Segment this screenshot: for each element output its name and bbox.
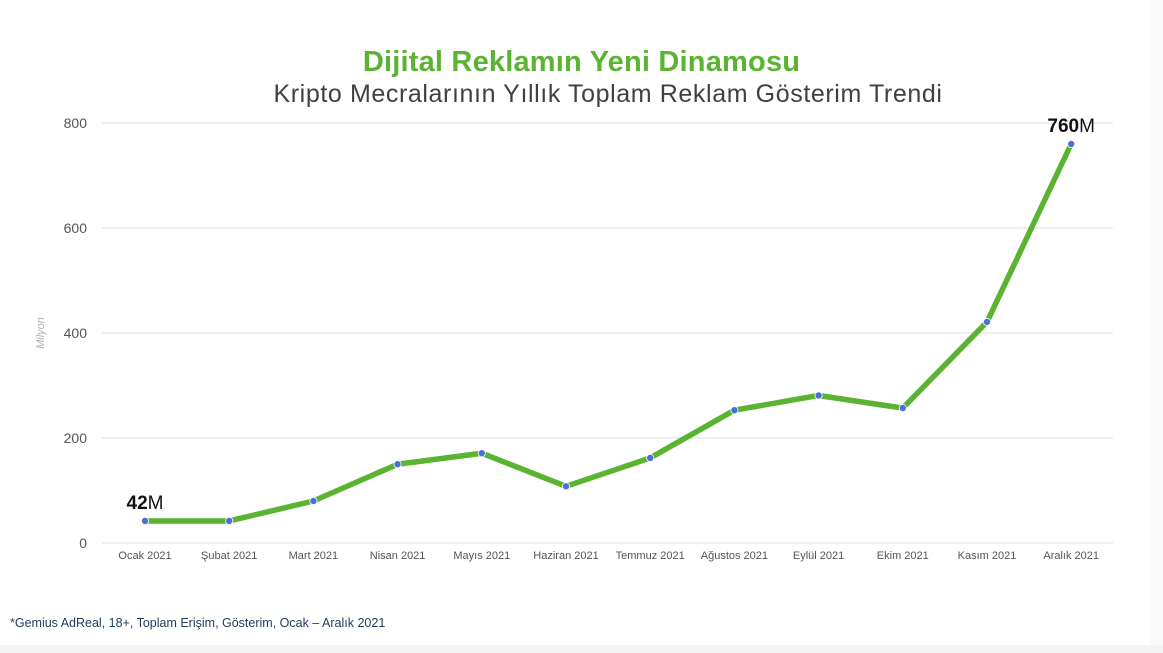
data-point: [140, 516, 149, 525]
data-point: [983, 317, 992, 326]
annotation-value: 42: [127, 493, 148, 514]
annotation-value: 760: [1047, 116, 1079, 137]
data-point: [477, 449, 486, 458]
data-annotation: 42M: [127, 493, 164, 514]
x-tick-label: Ağustos 2021: [701, 550, 768, 562]
annotation-unit: M: [1079, 116, 1095, 137]
chart-subtitle: Kripto Mecralarının Yıllık Toplam Reklam…: [273, 80, 943, 108]
x-tick-label: Temmuz 2021: [616, 550, 685, 562]
data-point: [393, 460, 402, 469]
x-tick-label: Eylül 2021: [793, 550, 844, 562]
source-footnote: *Gemius AdReal, 18+, Toplam Erişim, Göst…: [10, 616, 386, 630]
x-tick-label: Haziran 2021: [533, 550, 598, 562]
y-tick-label: 600: [64, 220, 88, 236]
y-axis-label: Milyon: [35, 317, 47, 349]
x-tick-label: Nisan 2021: [370, 550, 426, 562]
y-tick-label: 800: [64, 115, 88, 131]
data-point: [225, 516, 234, 525]
data-point: [730, 406, 739, 415]
data-point: [562, 482, 571, 491]
chart-title: Dijital Reklamın Yeni Dinamosu: [362, 46, 801, 78]
x-tick-label: Mayıs 2021: [453, 550, 510, 562]
x-tick-label: Kasım 2021: [958, 550, 1017, 562]
data-point: [309, 496, 318, 505]
data-annotation: 760M: [1047, 116, 1095, 137]
y-tick-label: 0: [79, 535, 87, 551]
x-tick-label: Mart 2021: [289, 550, 339, 562]
data-point: [646, 453, 655, 462]
x-tick-label: Şubat 2021: [201, 550, 257, 562]
bottom-edge-band: [0, 645, 1163, 653]
data-point: [1067, 139, 1076, 148]
series-line: [142, 141, 1074, 524]
x-tick-label: Ocak 2021: [118, 550, 171, 562]
y-tick-label: 400: [64, 325, 88, 341]
y-tick-label: 200: [64, 430, 88, 446]
x-tick-label: Ekim 2021: [877, 550, 929, 562]
data-point: [814, 391, 823, 400]
annotation-unit: M: [148, 493, 164, 514]
x-tick-label: Aralık 2021: [1043, 550, 1099, 562]
data-point: [898, 404, 907, 413]
right-edge-band: [1150, 0, 1163, 653]
